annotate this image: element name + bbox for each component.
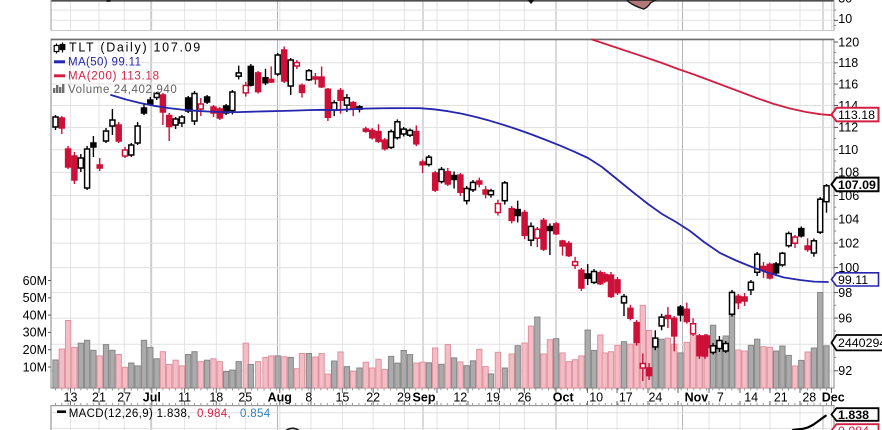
- svg-text:120: 120: [838, 35, 859, 49]
- svg-text:30: 30: [838, 0, 852, 6]
- svg-text:10M: 10M: [23, 360, 47, 374]
- svg-text:98: 98: [838, 286, 852, 300]
- svg-text:19: 19: [486, 391, 500, 405]
- svg-text:22: 22: [366, 391, 380, 405]
- svg-text:18: 18: [209, 391, 223, 405]
- svg-text:8: 8: [305, 391, 312, 405]
- svg-text:24402940: 24402940: [838, 336, 882, 350]
- svg-text:10: 10: [589, 391, 603, 405]
- svg-text:26: 26: [517, 391, 531, 405]
- svg-text:24: 24: [648, 391, 662, 405]
- svg-text:25: 25: [238, 391, 252, 405]
- svg-text:108: 108: [838, 166, 859, 180]
- svg-text:96: 96: [838, 311, 852, 325]
- svg-text:102: 102: [838, 236, 859, 250]
- svg-text:0.854: 0.854: [240, 408, 271, 420]
- svg-text:Volume 24,402,940: Volume 24,402,940: [68, 84, 177, 96]
- svg-text:29: 29: [397, 391, 411, 405]
- svg-text:Dec: Dec: [822, 391, 845, 405]
- svg-text:15: 15: [335, 391, 349, 405]
- svg-text:50M: 50M: [23, 291, 47, 305]
- svg-text:MA(200) 113.18: MA(200) 113.18: [68, 71, 160, 83]
- svg-text:1.838: 1.838: [838, 408, 869, 422]
- svg-text:100: 100: [838, 261, 859, 275]
- svg-text:Jul: Jul: [143, 391, 161, 405]
- svg-text:60M: 60M: [23, 274, 47, 288]
- svg-text:104: 104: [838, 212, 859, 226]
- svg-text:27: 27: [117, 391, 131, 405]
- svg-text:99.11: 99.11: [838, 273, 868, 287]
- svg-text:MA(50) 99.11: MA(50) 99.11: [68, 57, 141, 69]
- svg-text:0.984: 0.984: [838, 424, 869, 430]
- svg-text:12: 12: [453, 391, 467, 405]
- svg-text:40M: 40M: [23, 308, 47, 322]
- svg-text:11: 11: [178, 391, 191, 405]
- svg-text:14: 14: [744, 391, 758, 405]
- svg-text:110: 110: [838, 143, 858, 157]
- svg-text:7: 7: [717, 391, 724, 405]
- svg-text:TLT (Daily) 107.09: TLT (Daily) 107.09: [69, 40, 202, 54]
- svg-text:21: 21: [774, 391, 788, 405]
- svg-text:92: 92: [838, 364, 852, 378]
- svg-text:113.18: 113.18: [838, 108, 875, 122]
- svg-text:Oct: Oct: [553, 391, 575, 405]
- svg-text:17: 17: [619, 391, 633, 405]
- svg-text:Aug: Aug: [268, 391, 292, 405]
- svg-text:118: 118: [838, 56, 858, 70]
- svg-text:10: 10: [838, 12, 852, 26]
- svg-text:0.984,: 0.984,: [197, 408, 231, 420]
- svg-text:Nov: Nov: [685, 391, 709, 405]
- svg-text:28: 28: [802, 391, 816, 405]
- svg-text:112: 112: [838, 121, 858, 135]
- svg-text:106: 106: [838, 189, 859, 203]
- svg-text:13: 13: [64, 391, 78, 405]
- svg-text:Sep: Sep: [413, 391, 436, 405]
- svg-text:20M: 20M: [23, 343, 47, 357]
- svg-text:30M: 30M: [23, 326, 47, 340]
- svg-text:116: 116: [838, 77, 858, 91]
- svg-text:107.09: 107.09: [838, 178, 876, 192]
- svg-text:MACD(12,26,9) 1.838,: MACD(12,26,9) 1.838,: [69, 408, 191, 420]
- svg-text:21: 21: [92, 391, 106, 405]
